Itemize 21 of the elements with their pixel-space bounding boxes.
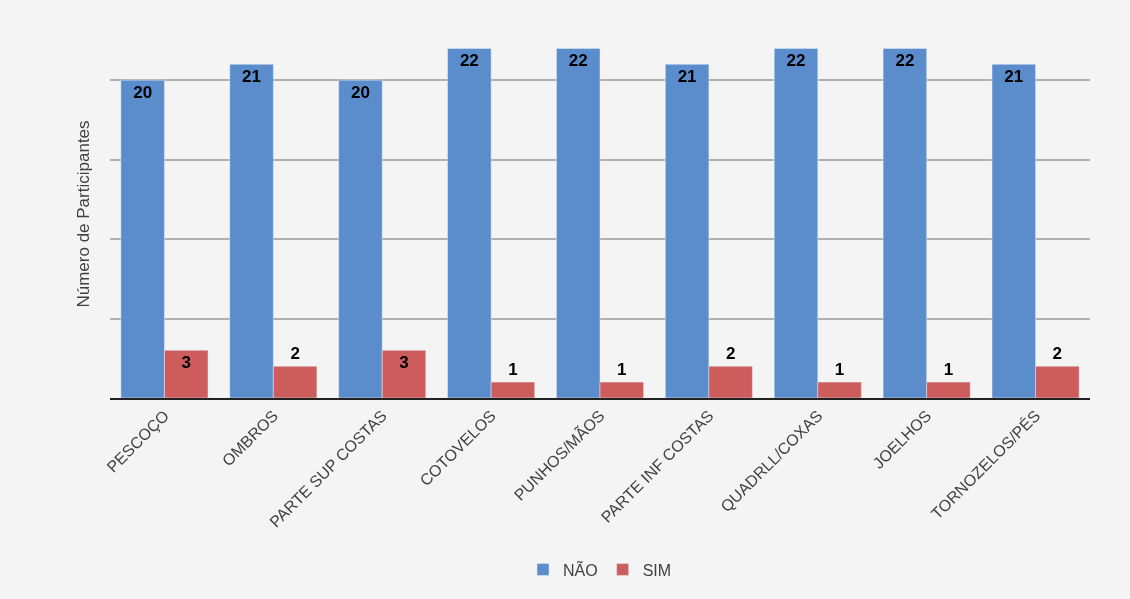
data-label: 1 [508,360,518,380]
data-label: 1 [943,360,954,380]
data-label: 22 [895,51,915,71]
data-label: 1 [834,360,845,380]
legend-label: NÃO [563,559,598,579]
data-label: 20 [350,83,370,103]
data-label: 2 [290,344,300,364]
data-label: 21 [242,67,262,87]
data-label: 2 [1052,344,1063,364]
data-label: 1 [617,360,627,380]
data-label: 20 [133,83,153,103]
data-label: 3 [399,353,409,373]
data-label: 21 [677,67,697,87]
data-label: 22 [459,51,479,71]
data-label: 2 [725,344,736,364]
legend-label: SIM [642,561,672,579]
data-label: 3 [181,353,191,373]
y-axis-title: Número de Participantes [73,120,93,308]
data-label: 22 [786,51,806,71]
data-label: 22 [568,51,588,71]
data-label: 21 [1004,67,1024,87]
